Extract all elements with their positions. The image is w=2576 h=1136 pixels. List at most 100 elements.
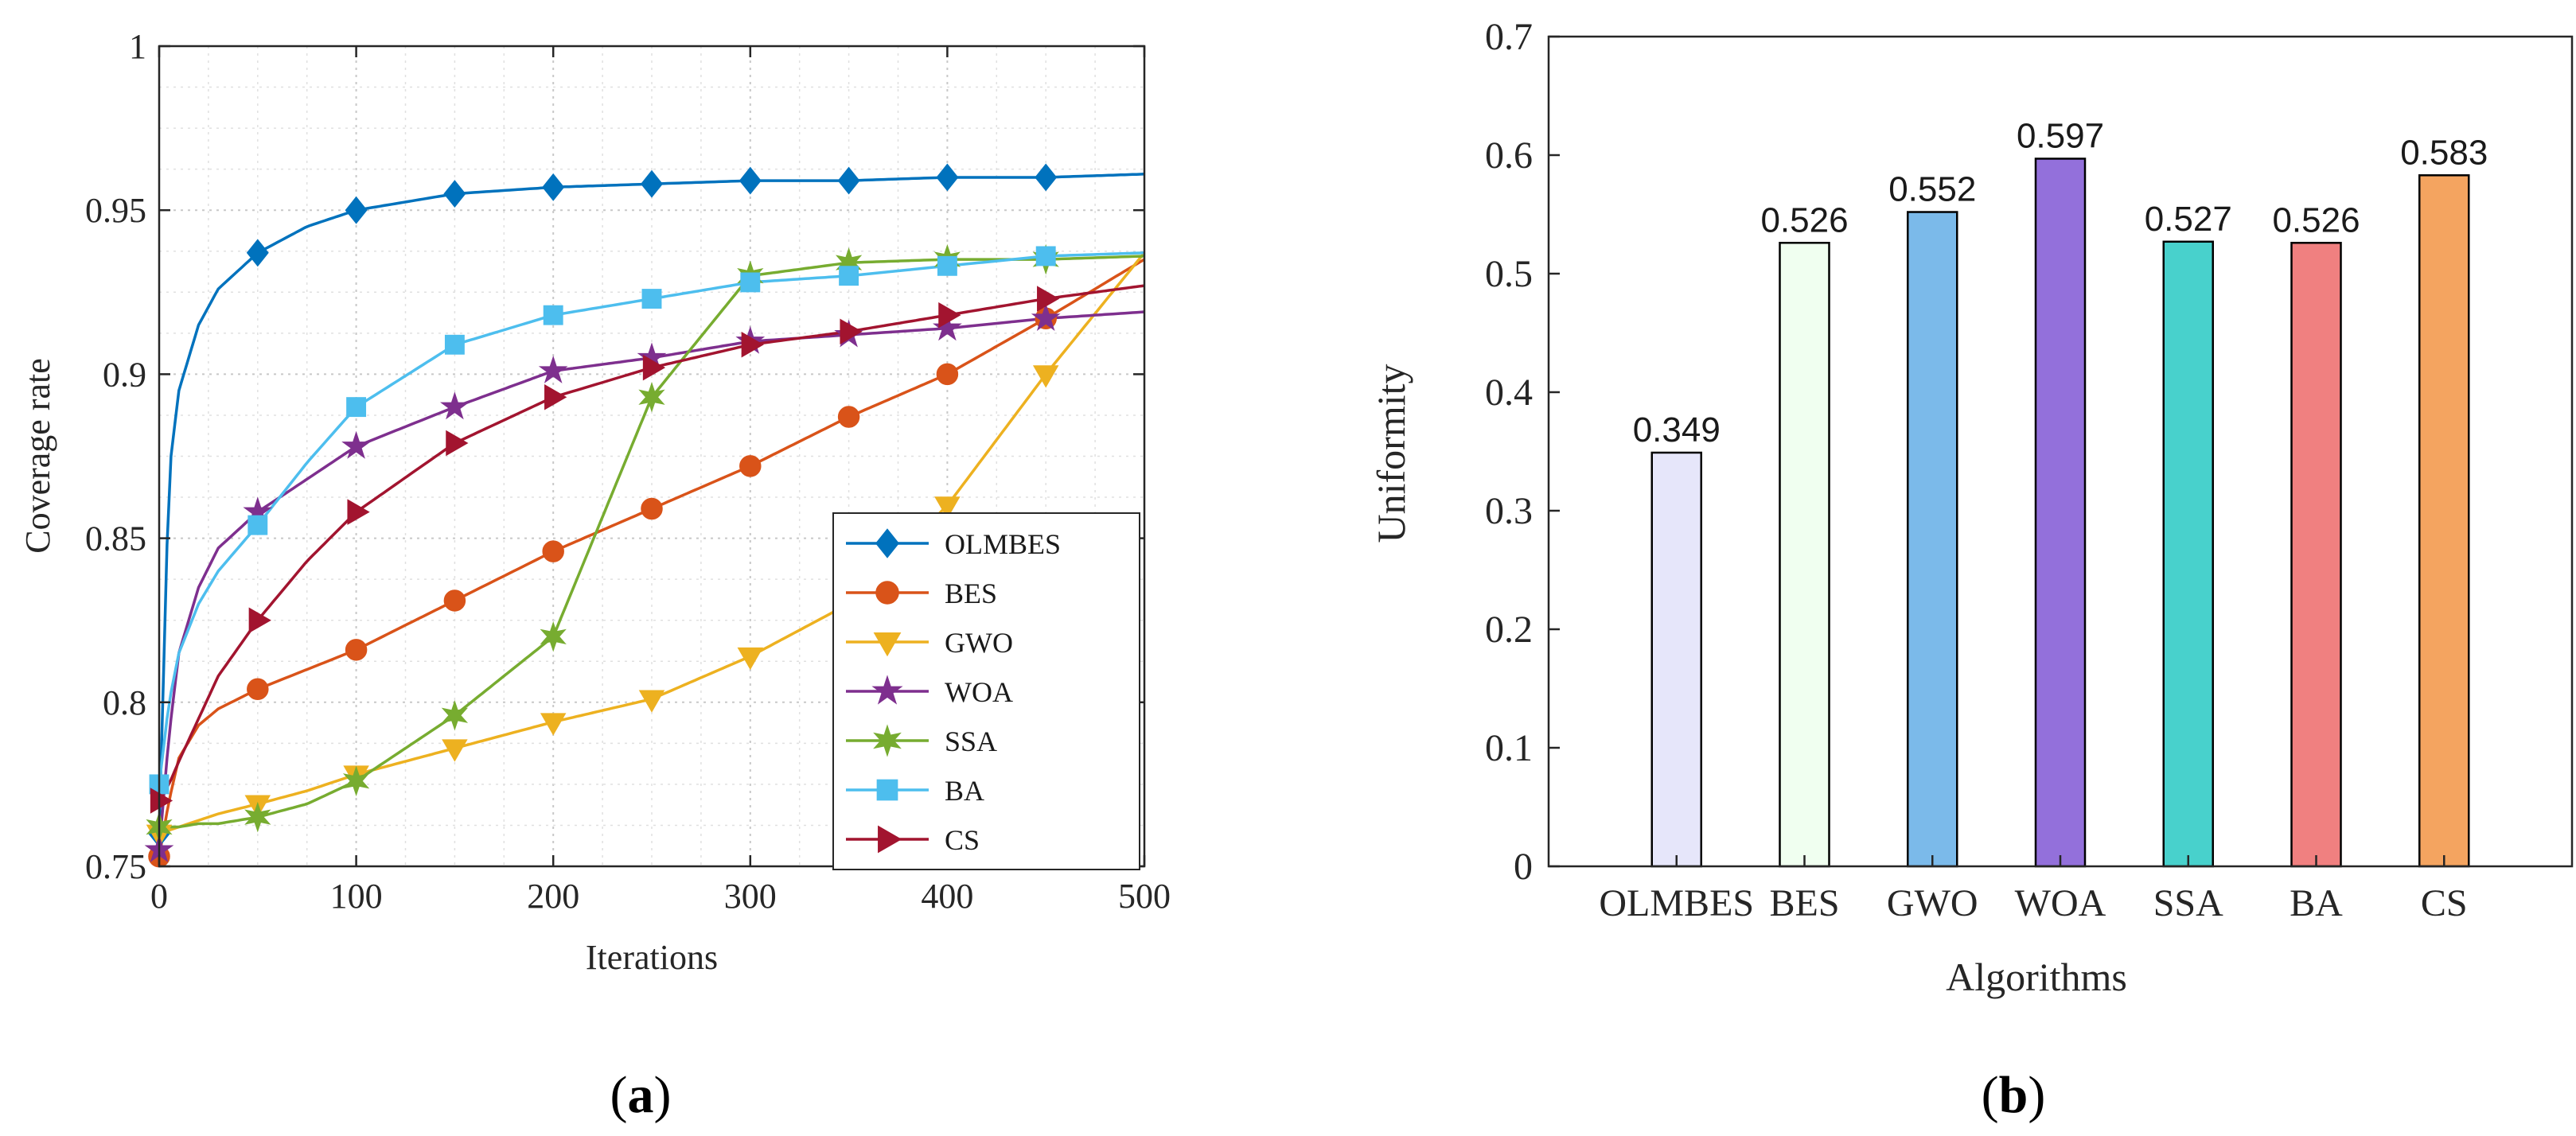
bar-value-label: 0.583 bbox=[2400, 133, 2488, 172]
marker-bes bbox=[936, 363, 959, 386]
legend-marker bbox=[873, 632, 902, 657]
marker-gwo bbox=[1032, 365, 1059, 388]
marker-woa bbox=[439, 391, 470, 420]
x-tick-label-b: WOA bbox=[2015, 882, 2106, 924]
y-tick-label-b: 0.6 bbox=[1485, 134, 1533, 177]
bar-olmbes bbox=[1650, 451, 1702, 868]
marker-cs bbox=[544, 384, 567, 410]
y-axis-label-a: Coverage rate bbox=[18, 358, 57, 554]
ticks-b: OLMBES BES GWO WOA SSA BA CS 0 0.1 0.2 0.3 0.4 0.5 0.… bbox=[1485, 16, 2468, 924]
bar-value-label: 0.597 bbox=[2017, 116, 2104, 155]
x-tick-label-b: CS bbox=[2421, 882, 2468, 924]
legend-label: SSA bbox=[945, 726, 997, 757]
y-axis-label-b: Uniformity bbox=[1369, 364, 1413, 543]
y-tick-label-b: 0 bbox=[1514, 846, 1533, 888]
x-tick-label-a: 500 bbox=[1118, 877, 1171, 916]
marker-olmbes bbox=[837, 166, 860, 195]
marker-cs bbox=[446, 430, 469, 457]
marker-olmbes bbox=[345, 196, 368, 224]
bar-value-label: 0.527 bbox=[2145, 200, 2232, 239]
marker-bes bbox=[345, 639, 368, 661]
bar-ba bbox=[2290, 242, 2342, 868]
marker-ba bbox=[1035, 246, 1056, 266]
marker-cs bbox=[840, 318, 863, 345]
x-tick-label-b: GWO bbox=[1887, 882, 1978, 924]
legend-label: WOA bbox=[945, 676, 1013, 708]
marker-bes bbox=[739, 455, 762, 477]
legend-marker bbox=[871, 675, 903, 705]
legend-label: BA bbox=[945, 775, 984, 807]
bar-ssa bbox=[2162, 240, 2214, 868]
marker-olmbes bbox=[1035, 163, 1058, 192]
marker-bes bbox=[641, 497, 663, 520]
marker-cs bbox=[642, 354, 666, 381]
bar-value-label: 0.526 bbox=[2272, 200, 2360, 239]
legend-a: OLMBES BES GWO WOA SSA BA CS bbox=[832, 512, 1140, 870]
marker-cs bbox=[248, 607, 271, 633]
marker-bes bbox=[542, 540, 564, 562]
marker-ba bbox=[937, 255, 957, 276]
x-tick-label-a: 200 bbox=[527, 877, 579, 916]
y-tick-label-a: 1 bbox=[129, 27, 146, 66]
marker-cs bbox=[741, 332, 764, 358]
marker-ssa bbox=[441, 700, 469, 731]
marker-ba bbox=[740, 272, 761, 293]
y-tick-label-a: 0.95 bbox=[85, 191, 146, 230]
bar-value-label: 0.349 bbox=[1633, 410, 1721, 449]
marker-ba bbox=[839, 266, 859, 286]
ticks-a: 0 100 200 300 400 500 0.75 0.8 0.85 0.9 0.95 1 bbox=[85, 27, 1171, 916]
marker-ba bbox=[444, 334, 465, 355]
legend-marker bbox=[875, 528, 899, 558]
legend-label: OLMBES bbox=[945, 528, 1061, 560]
legend-marker bbox=[876, 779, 898, 801]
x-axis-label-a: Iterations bbox=[586, 938, 718, 977]
y-tick-label-a: 0.85 bbox=[85, 519, 146, 558]
marker-woa bbox=[1031, 302, 1061, 331]
marker-olmbes bbox=[739, 166, 762, 195]
legend-label: GWO bbox=[945, 627, 1013, 659]
marker-woa bbox=[538, 355, 568, 383]
marker-ba bbox=[543, 305, 563, 325]
y-tick-label-b: 0.3 bbox=[1485, 490, 1533, 532]
marker-ssa bbox=[342, 765, 370, 797]
marker-gwo bbox=[638, 690, 665, 713]
y-tick-label-b: 0.2 bbox=[1485, 609, 1533, 651]
y-tick-label-a: 0.8 bbox=[103, 683, 146, 722]
marker-olmbes bbox=[542, 173, 565, 201]
marker-olmbes bbox=[443, 180, 466, 208]
legend-label: CS bbox=[945, 824, 980, 856]
marker-bes bbox=[247, 678, 269, 701]
x-tick-label-a: 400 bbox=[921, 877, 973, 916]
marker-woa bbox=[933, 313, 962, 341]
marker-bes bbox=[837, 406, 860, 428]
marker-cs bbox=[938, 302, 961, 329]
marker-ba bbox=[247, 515, 268, 535]
x-axis-label-b: Algorithms bbox=[1946, 955, 2127, 999]
bar-value-label: 0.552 bbox=[1888, 170, 1976, 209]
marker-bes bbox=[443, 589, 466, 612]
legend-marker bbox=[878, 825, 902, 854]
y-tick-label-a: 0.9 bbox=[103, 355, 146, 394]
y-tick-label-a: 0.75 bbox=[85, 847, 146, 886]
marker-woa bbox=[341, 430, 372, 459]
marker-gwo bbox=[737, 647, 764, 671]
marker-olmbes bbox=[246, 239, 269, 267]
marker-ba bbox=[641, 289, 662, 309]
bar-bes bbox=[1779, 242, 1830, 868]
marker-gwo bbox=[442, 739, 468, 762]
legend-marker bbox=[873, 724, 902, 757]
x-tick-label-b: BA bbox=[2290, 882, 2343, 924]
marker-gwo bbox=[540, 713, 567, 736]
y-tick-label-b: 0.1 bbox=[1485, 727, 1533, 769]
marker-cs bbox=[347, 499, 370, 525]
marker-ssa bbox=[540, 621, 567, 652]
marker-olmbes bbox=[641, 169, 663, 198]
x-tick-label-a: 300 bbox=[724, 877, 777, 916]
x-tick-label-b: SSA bbox=[2153, 882, 2223, 924]
bar-value-label: 0.526 bbox=[1760, 200, 1848, 239]
x-tick-label-a: 100 bbox=[330, 877, 383, 916]
y-tick-label-b: 0.4 bbox=[1485, 372, 1533, 414]
legend-label: BES bbox=[945, 578, 997, 609]
marker-gwo bbox=[934, 496, 961, 519]
